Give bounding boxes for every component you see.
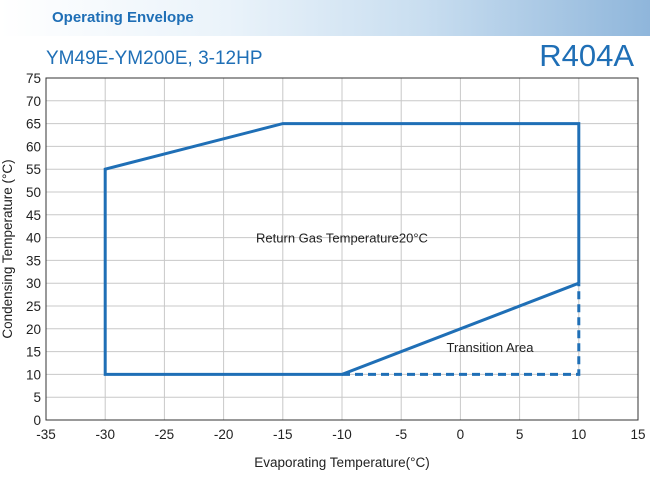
y-tick-label: 15 (26, 345, 41, 360)
annotation: Return Gas Temperature20°C (256, 231, 428, 246)
x-tick-label: 15 (630, 427, 645, 442)
y-tick-label: 65 (26, 117, 41, 132)
y-tick-label: 70 (26, 94, 41, 109)
y-tick-label: 35 (26, 253, 41, 268)
x-tick-label: -25 (155, 427, 175, 442)
plot-frame (45, 77, 639, 421)
refrigerant-label: R404A (539, 38, 634, 73)
x-tick-label: -15 (273, 427, 293, 442)
y-tick-label: 5 (33, 390, 41, 405)
y-tick-label: 30 (26, 276, 41, 291)
annotation: Transition Area (447, 340, 535, 355)
y-tick-label: 40 (26, 231, 41, 246)
y-tick-label: 20 (26, 322, 41, 337)
x-tick-label: -30 (95, 427, 115, 442)
x-tick-label: 10 (571, 427, 586, 442)
y-tick-label: 0 (33, 413, 41, 428)
series (103, 122, 581, 376)
x-axis-label: Evaporating Temperature(°C) (254, 455, 429, 470)
series-line-transition-boundary (342, 283, 581, 376)
y-tick-label: 45 (26, 208, 41, 223)
x-tick-label: 0 (457, 427, 465, 442)
annotations: Return Gas Temperature20°C Transition Are… (256, 231, 534, 355)
grid (45, 77, 639, 421)
y-axis-label: Condensing Temperature (°C) (0, 159, 15, 338)
x-tick-label: 5 (516, 427, 524, 442)
header-banner: Operating Envelope (0, 0, 650, 36)
y-tick-label: 75 (26, 71, 41, 86)
header-title: Operating Envelope (52, 9, 194, 26)
y-tick-label: 25 (26, 299, 41, 314)
y-tick-label: 10 (26, 367, 41, 382)
x-tick-label: -20 (214, 427, 234, 442)
x-tick-label: -35 (36, 427, 56, 442)
y-tick-label: 55 (26, 162, 41, 177)
y-tick-label: 50 (26, 185, 41, 200)
x-tick-label: -10 (332, 427, 352, 442)
x-tick-label: -5 (395, 427, 407, 442)
y-tick-label: 60 (26, 139, 41, 154)
ticks: -35 -30 -25 -20 -15 -10 -5 0 5 10 15 0 5 10 15 20 25 30 35… (26, 71, 646, 442)
chart-title: YM49E-YM200E, 3-12HP (46, 48, 263, 69)
